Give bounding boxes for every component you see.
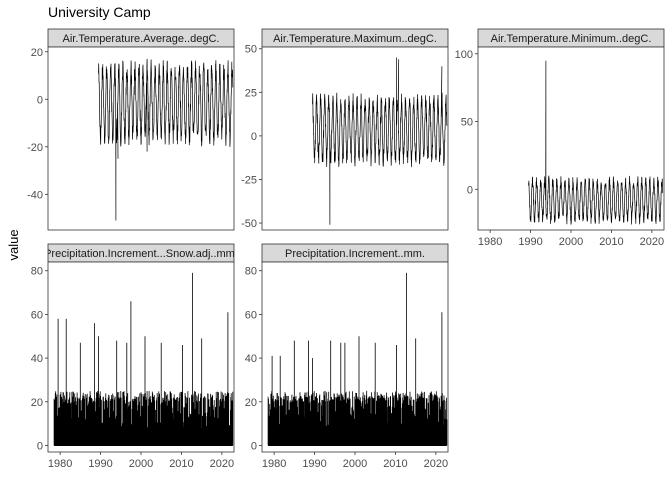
x-tick-label: 1980 [262,458,286,470]
y-tick-label: -25 [241,174,257,186]
y-tick-label: -20 [27,142,43,154]
y-tick-label: 40 [31,353,43,365]
facet-panel: Precipitation.Increment...Snow.adj..mm. 0… [31,243,238,470]
x-tick-label: 2020 [210,458,234,470]
x-tick-label: 2020 [424,458,448,470]
facet-strip-label: Air.Temperature.Average..degC. [63,33,220,45]
x-tick-label: 2000 [343,458,367,470]
x-tick-label: 2020 [640,236,664,248]
facet-strip-label: Precipitation.Increment..mm. [285,248,425,260]
facet-strip-label: Precipitation.Increment...Snow.adj..mm. [44,248,238,260]
x-tick-label: 1980 [478,236,502,248]
x-tick-label: 2010 [169,458,193,470]
x-tick-label: 1980 [48,458,72,470]
y-tick-label: 100 [455,49,473,61]
y-tick-label: 25 [245,87,257,99]
series-line [98,58,234,221]
x-tick-label: 1990 [518,236,542,248]
y-tick-label: 60 [31,309,43,321]
y-tick-label: 80 [31,266,43,278]
y-tick-label: 0 [467,184,473,196]
figure-title: University Camp [48,4,151,20]
series-line [528,60,664,225]
y-tick-label: -50 [241,218,257,230]
y-tick-label: 50 [461,117,473,129]
facet-panel: Air.Temperature.Maximum..degC. -50 -25 0 25 5… [241,28,449,231]
y-tick-label: 20 [245,397,257,409]
plot-area [261,46,449,231]
x-tick-label: 2010 [383,458,407,470]
precip-bars [53,272,234,446]
y-tick-label: 0 [37,94,43,106]
y-tick-label: 0 [251,131,257,143]
series-line [312,57,448,225]
y-tick-label: 20 [31,397,43,409]
y-tick-label: 40 [245,353,257,365]
y-tick-label: 20 [31,47,43,59]
y-tick-label: 0 [251,440,257,452]
facet-strip-label: Air.Temperature.Minimum..degC. [491,33,652,45]
y-tick-label: 0 [37,440,43,452]
facet-panel: Precipitation.Increment..mm. 0 20 40 60 80 198… [245,243,449,470]
x-tick-label: 2010 [599,236,623,248]
y-tick-label: -40 [27,189,43,201]
y-tick-label: 60 [245,309,257,321]
x-tick-label: 2000 [129,458,153,470]
facet-strip-label: Air.Temperature.Maximum..degC. [273,33,437,45]
precip-bars [267,272,448,446]
x-tick-label: 1990 [88,458,112,470]
x-tick-label: 2000 [559,236,583,248]
x-tick-label: 1990 [302,458,326,470]
plot-area [477,46,665,231]
facet-panel: Air.Temperature.Minimum..degC. 0 50 100 1980… [455,28,665,248]
y-tick-label: 80 [245,266,257,278]
y-tick-label: 50 [245,44,257,56]
y-axis-label: value [6,229,21,260]
facet-panel: Air.Temperature.Average..degC. -40 -20 0 20 [27,28,235,231]
